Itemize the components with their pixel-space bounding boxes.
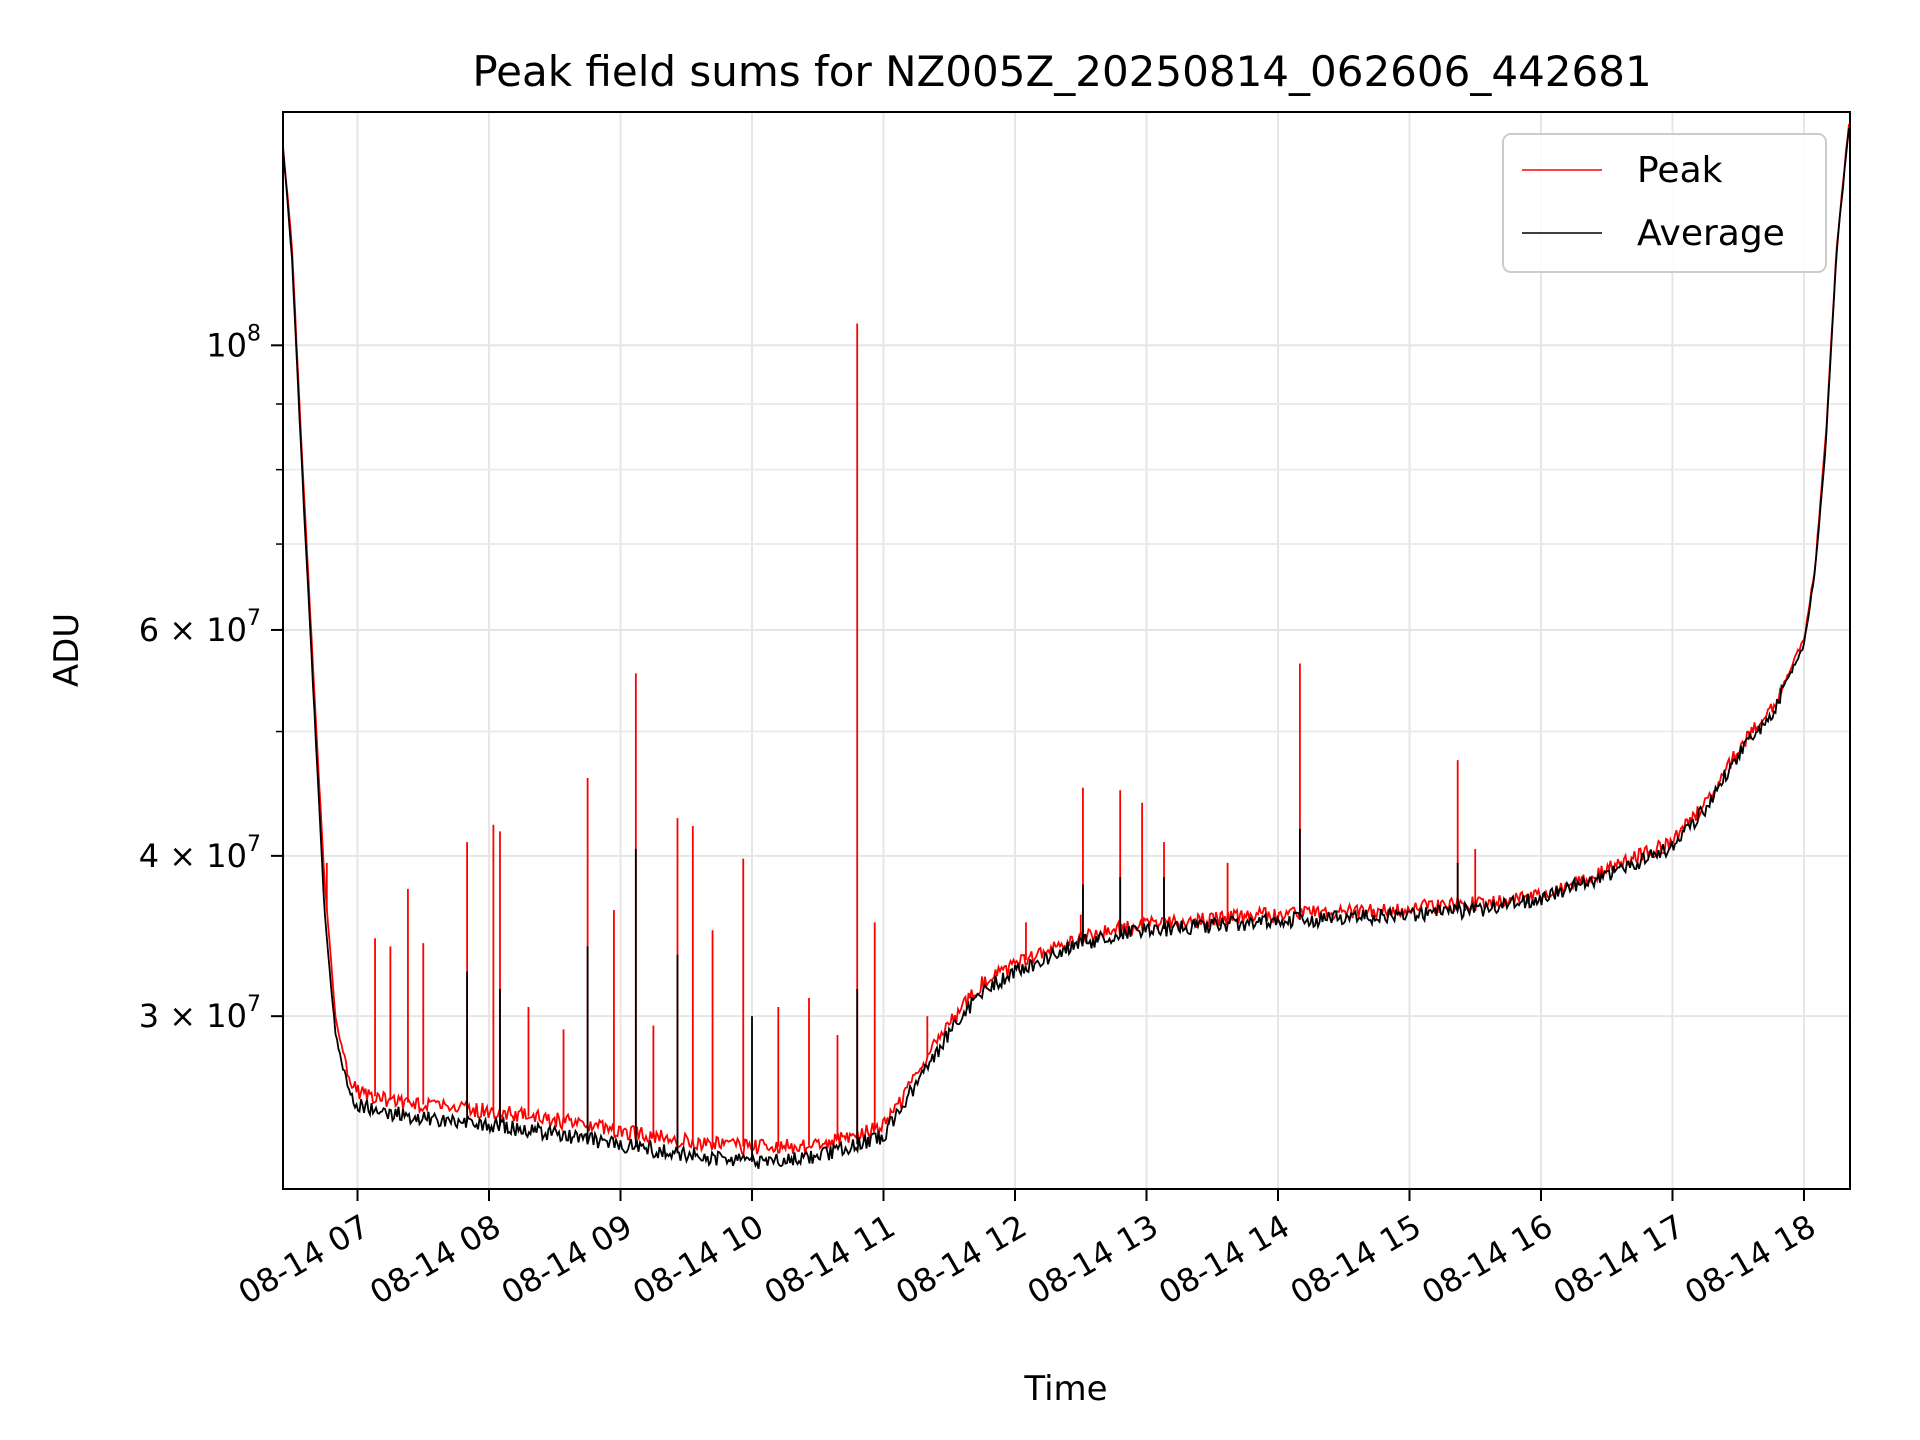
x-tick-label: 08-14 18 xyxy=(1678,1207,1822,1312)
chart-title: Peak field sums for NZ005Z_20250814_0626… xyxy=(472,47,1651,96)
x-tick-label: 08-14 13 xyxy=(1021,1207,1165,1312)
y-tick-label-exponent: 8 xyxy=(247,321,261,346)
x-tick-label: 08-14 07 xyxy=(232,1207,376,1312)
x-tick-label: 08-14 11 xyxy=(758,1207,902,1312)
y-tick-label-exponent: 7 xyxy=(247,606,261,631)
y-tick-label-base: 10 xyxy=(206,326,247,364)
grid xyxy=(283,112,1850,1189)
y-tick-label-base: 3 × 10 xyxy=(139,997,247,1035)
plot-frame xyxy=(282,111,1851,1190)
x-tick-label: 08-14 16 xyxy=(1415,1207,1559,1312)
y-tick-label-exponent: 7 xyxy=(247,832,261,857)
series-layer xyxy=(283,123,1850,1170)
legend-label-average: Average xyxy=(1637,213,1785,254)
y-tick-label: 3 × 107 xyxy=(139,992,261,1035)
series-line-peak xyxy=(283,123,1850,1156)
legend-label-peak: Peak xyxy=(1637,150,1723,191)
legend-box xyxy=(1502,133,1827,273)
y-tick-label: 6 × 107 xyxy=(139,606,261,649)
legend: Peak Average xyxy=(1502,133,1827,273)
y-tick-label-exponent: 7 xyxy=(247,992,261,1017)
x-tick-label: 08-14 12 xyxy=(889,1207,1033,1312)
y-tick-label-base: 6 × 10 xyxy=(139,611,247,649)
x-tick-label: 08-14 15 xyxy=(1284,1207,1428,1312)
x-tick-label: 08-14 14 xyxy=(1152,1207,1296,1312)
y-tick-label: 108 xyxy=(206,321,261,364)
x-tick-label: 08-14 10 xyxy=(626,1207,770,1312)
x-axis-label: Time xyxy=(1023,1369,1107,1409)
x-tick-label: 08-14 09 xyxy=(495,1207,639,1312)
x-tick-label: 08-14 08 xyxy=(363,1207,507,1312)
series-average xyxy=(283,128,1850,1170)
y-tick-label: 4 × 107 xyxy=(139,832,261,875)
series-peak xyxy=(283,123,1850,1156)
y-axis-label: ADU xyxy=(47,613,87,687)
x-tick-label: 08-14 17 xyxy=(1547,1207,1691,1312)
series-line-average xyxy=(283,128,1850,1170)
y-tick-label-base: 4 × 10 xyxy=(139,837,247,875)
